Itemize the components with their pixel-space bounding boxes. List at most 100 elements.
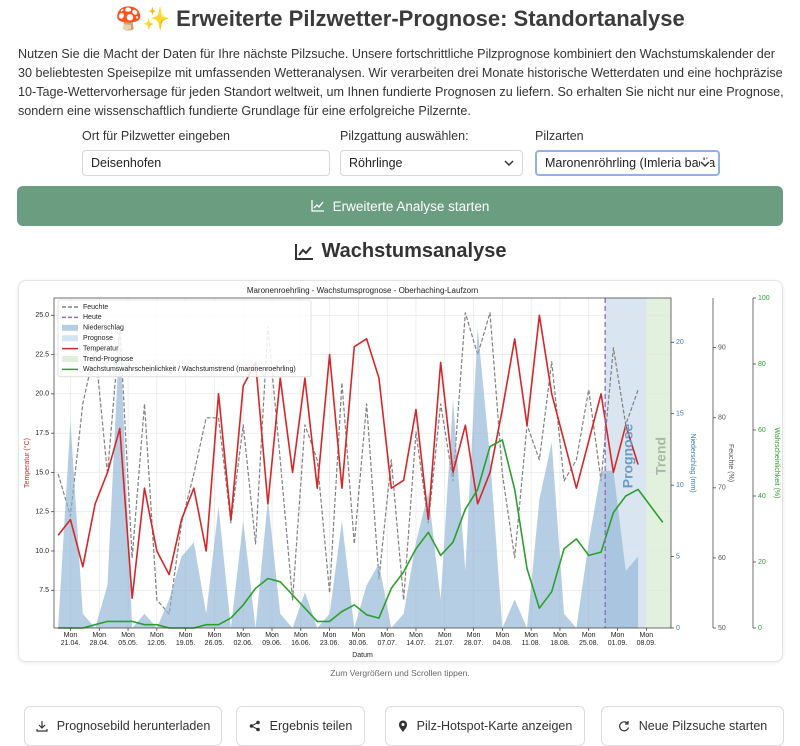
y-tick-label: 20 bbox=[676, 339, 684, 346]
x-tick-label: Mon 21.07. bbox=[435, 632, 455, 647]
y-tick-label: 15 bbox=[676, 411, 684, 418]
x-tick-label: Mon 19.05. bbox=[175, 632, 196, 647]
download-icon bbox=[36, 721, 48, 732]
x-tick-label: Mon 23.06. bbox=[319, 632, 340, 647]
y-tick-label: 90 bbox=[718, 345, 726, 352]
legend: Feuchte Heute Niederschlag Prognose Temperat… bbox=[57, 299, 312, 378]
location-value: Deisenhofen bbox=[91, 156, 162, 170]
y-axis-label: Feuchte (%) bbox=[727, 444, 734, 482]
new-search-label: Neue Pilzsuche starten bbox=[638, 719, 768, 733]
chevron-icon bbox=[700, 160, 710, 168]
legend-label: Feuchte bbox=[83, 304, 108, 311]
series-line bbox=[57, 314, 639, 599]
y-tick-label: 0 bbox=[676, 625, 680, 632]
legend-label: Prognose bbox=[83, 335, 113, 342]
location-label: Ort für Pilzwetter eingeben bbox=[82, 129, 230, 143]
download-label: Prognosebild herunterladen bbox=[56, 719, 211, 733]
y-axis-label: Wahrscheinlichkeit (%) bbox=[773, 428, 780, 499]
x-tick-label: Mon 26.05. bbox=[204, 632, 225, 647]
x-axis-label: Datum bbox=[352, 652, 373, 659]
x-tick-label: Mon 14.07. bbox=[406, 632, 426, 647]
y-axis-label: Temperatur (°C) bbox=[23, 438, 31, 488]
y-tick-label: 10 bbox=[676, 482, 684, 489]
x-tick-label: Mon 05.05. bbox=[118, 632, 138, 647]
y-axis-label: Niederschlag (mm) bbox=[689, 433, 696, 492]
y-tick-label: 0 bbox=[758, 625, 762, 632]
series-line bbox=[57, 312, 639, 615]
y-tick-label: 100 bbox=[758, 295, 770, 302]
x-tick-label: Mon 30.06. bbox=[348, 632, 369, 647]
forecast-span bbox=[646, 298, 671, 628]
species-select[interactable]: Maronenröhrling (Imleria badia bbox=[535, 150, 720, 176]
y-tick-label: 80 bbox=[758, 361, 766, 368]
chart-icon bbox=[310, 200, 324, 212]
y-tick-label: 25.0 bbox=[35, 312, 49, 319]
x-tick-label: Mon 12.05. bbox=[147, 632, 167, 647]
analyze-button-label: Erweiterte Analyse starten bbox=[332, 198, 490, 214]
pin-icon bbox=[398, 720, 407, 732]
x-tick-label: Mon 21.04. bbox=[60, 632, 81, 647]
plot-frame bbox=[53, 297, 672, 629]
section-heading: Wachstumsanalyse bbox=[0, 240, 800, 263]
y-tick-label: 20.0 bbox=[35, 391, 49, 398]
series-line bbox=[58, 439, 664, 629]
legend-label: Wachstumswahrscheinlichkeit / Wachstumst… bbox=[83, 366, 296, 373]
y-tick-label: 20 bbox=[758, 559, 766, 566]
x-tick-label: Mon 25.08. bbox=[578, 632, 599, 647]
x-tick-label: Mon 07.07. bbox=[377, 632, 397, 647]
chart-icon bbox=[294, 243, 313, 260]
y-tick-label: 10.0 bbox=[35, 548, 49, 555]
location-input[interactable]: Deisenhofen bbox=[82, 150, 330, 176]
y-tick-label: 15.0 bbox=[35, 469, 49, 476]
x-tick-label: Mon 16.06. bbox=[291, 632, 311, 647]
chart-card[interactable]: Maronenroehrling - Wachstumsprognose - O… bbox=[18, 280, 783, 662]
legend-label: Temperatur bbox=[83, 345, 119, 352]
x-tick-label: Mon 01.09. bbox=[607, 632, 628, 647]
y-tick-label: 60 bbox=[758, 427, 766, 434]
new-search-button[interactable]: Neue Pilzsuche starten bbox=[601, 706, 784, 746]
intro-text: Nutzen Sie die Macht der Daten für Ihre … bbox=[18, 47, 784, 118]
x-tick-label: Mon 18.08. bbox=[550, 632, 570, 647]
refresh-icon bbox=[618, 721, 629, 732]
legend-swatch bbox=[62, 356, 78, 362]
chart: Maronenroehrling - Wachstumsprognose - O… bbox=[23, 286, 780, 659]
chart-title: Maronenroehrling - Wachstumsprognose - O… bbox=[247, 286, 478, 295]
share-button[interactable]: Ergebnis teilen bbox=[236, 706, 365, 746]
x-tick-label: Mon 08.09. bbox=[636, 632, 657, 647]
genus-select[interactable]: Röhrlinge bbox=[340, 150, 523, 176]
section-title: Wachstumsanalyse bbox=[321, 240, 507, 262]
species-value: Maronenröhrling (Imleria badia bbox=[545, 156, 716, 170]
genus-value: Röhrlinge bbox=[349, 156, 403, 170]
span-label: Prognose bbox=[619, 424, 635, 489]
y-tick-label: 22.5 bbox=[35, 351, 49, 358]
legend-box bbox=[57, 299, 312, 378]
x-tick-label: Mon 02.06. bbox=[233, 632, 253, 647]
chart-caption: Zum Vergrößern und Scrollen tippen. bbox=[330, 668, 470, 678]
analyze-button[interactable]: Erweiterte Analyse starten bbox=[17, 186, 783, 226]
y-tick-label: 60 bbox=[718, 555, 726, 562]
download-button[interactable]: Prognosebild herunterladen bbox=[24, 706, 222, 746]
x-tick-label: Mon 04.08. bbox=[492, 632, 513, 647]
share-icon bbox=[249, 720, 260, 732]
legend-label: Trend-Prognose bbox=[83, 356, 133, 363]
chevron-icon bbox=[504, 160, 514, 167]
y-tick-label: 7.5 bbox=[39, 587, 49, 594]
x-tick-label: Mon 09.06. bbox=[262, 632, 282, 647]
x-tick-label: Mon 28.07. bbox=[463, 632, 484, 647]
series-area bbox=[58, 328, 639, 628]
genus-label: Pilzgattung auswählen: bbox=[340, 129, 469, 143]
legend-swatch bbox=[62, 335, 78, 342]
legend-swatch bbox=[62, 324, 78, 331]
legend-label: Niederschlag bbox=[83, 325, 124, 332]
y-tick-label: 40 bbox=[758, 493, 766, 500]
y-tick-label: 12.5 bbox=[35, 509, 49, 516]
y-tick-label: 70 bbox=[718, 485, 726, 492]
y-tick-label: 80 bbox=[718, 415, 726, 422]
y-tick-label: 50 bbox=[718, 625, 726, 632]
share-label: Ergebnis teilen bbox=[269, 719, 353, 733]
y-tick-label: 5 bbox=[676, 553, 680, 560]
map-button[interactable]: Pilz-Hotspot-Karte anzeigen bbox=[385, 706, 585, 746]
legend-label: Heute bbox=[83, 314, 102, 321]
x-tick-label: Mon 11.08. bbox=[521, 632, 541, 647]
